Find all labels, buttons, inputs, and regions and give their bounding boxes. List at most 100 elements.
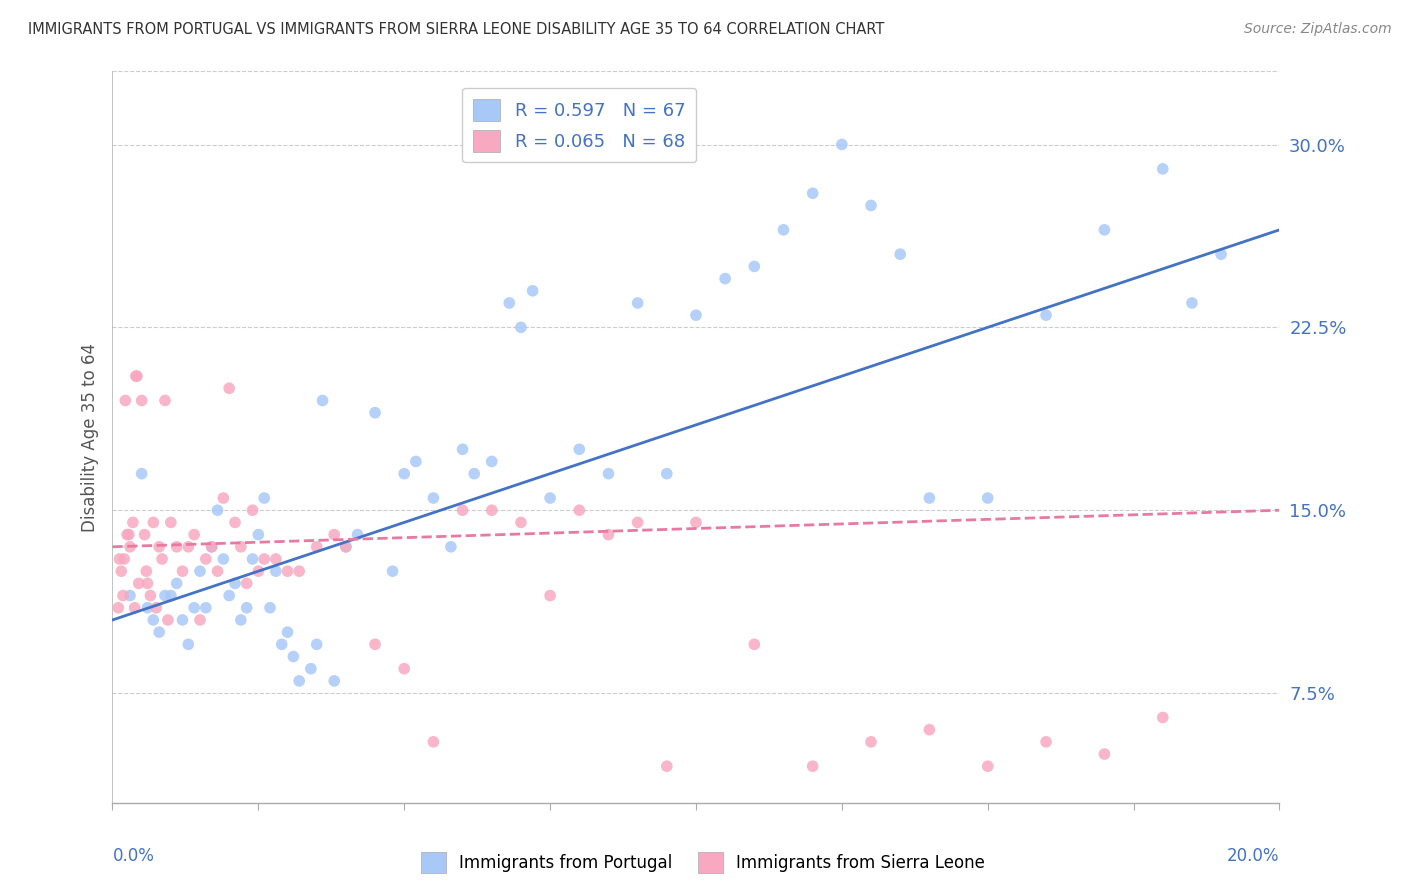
Point — [212, 491, 235, 505]
Point — [242, 503, 264, 517]
Point — [1211, 247, 1233, 261]
Point — [801, 759, 824, 773]
Point — [166, 576, 188, 591]
Point — [153, 589, 176, 603]
Point — [323, 673, 346, 688]
Point — [136, 600, 159, 615]
Point — [481, 454, 503, 468]
Point — [598, 467, 620, 481]
Point — [522, 284, 544, 298]
Point — [118, 540, 141, 554]
Point — [305, 540, 328, 554]
Point — [194, 552, 217, 566]
Point — [156, 613, 179, 627]
Point — [481, 503, 503, 517]
Point — [107, 600, 129, 615]
Point — [509, 516, 531, 530]
Point — [976, 491, 998, 505]
Legend: R = 0.597   N = 67, R = 0.065   N = 68: R = 0.597 N = 67, R = 0.065 N = 68 — [463, 87, 696, 162]
Point — [323, 527, 346, 541]
Point — [114, 393, 136, 408]
Point — [177, 637, 200, 651]
Point — [440, 540, 463, 554]
Point — [568, 442, 591, 457]
Point — [242, 552, 264, 566]
Point — [125, 369, 148, 384]
Point — [744, 260, 766, 274]
Point — [142, 613, 165, 627]
Point — [744, 637, 766, 651]
Point — [115, 527, 138, 541]
Point — [405, 454, 427, 468]
Point — [538, 491, 561, 505]
Point — [305, 637, 328, 651]
Point — [655, 759, 678, 773]
Point — [264, 564, 287, 578]
Point — [112, 552, 135, 566]
Point — [277, 625, 299, 640]
Point — [172, 564, 194, 578]
Point — [128, 576, 150, 591]
Point — [270, 637, 292, 651]
Point — [918, 491, 941, 505]
Point — [247, 527, 270, 541]
Point — [224, 576, 246, 591]
Point — [135, 564, 157, 578]
Point — [229, 613, 252, 627]
Point — [598, 527, 620, 541]
Point — [831, 137, 853, 152]
Point — [860, 198, 883, 212]
Point — [118, 527, 141, 541]
Point — [451, 503, 474, 517]
Point — [1094, 223, 1116, 237]
Point — [118, 589, 141, 603]
Point — [201, 540, 224, 554]
Point — [364, 406, 387, 420]
Point — [685, 308, 707, 322]
Point — [311, 393, 333, 408]
Point — [207, 564, 229, 578]
Point — [212, 552, 235, 566]
Point — [1152, 710, 1174, 724]
Point — [1094, 747, 1116, 761]
Point — [235, 600, 257, 615]
Point — [247, 564, 270, 578]
Point — [277, 564, 299, 578]
Point — [568, 503, 591, 517]
Point — [463, 467, 485, 481]
Point — [364, 637, 387, 651]
Point — [422, 491, 444, 505]
Point — [148, 625, 170, 640]
Point — [860, 735, 883, 749]
Point — [451, 442, 474, 457]
Point — [201, 540, 224, 554]
Point — [183, 600, 205, 615]
Legend: Immigrants from Portugal, Immigrants from Sierra Leone: Immigrants from Portugal, Immigrants fro… — [415, 846, 991, 880]
Point — [122, 516, 145, 530]
Point — [131, 467, 153, 481]
Point — [422, 735, 444, 749]
Point — [224, 516, 246, 530]
Point — [111, 589, 134, 603]
Point — [253, 491, 276, 505]
Point — [134, 527, 156, 541]
Point — [627, 516, 650, 530]
Point — [1152, 161, 1174, 176]
Point — [259, 600, 281, 615]
Point — [166, 540, 188, 554]
Text: 20.0%: 20.0% — [1227, 847, 1279, 864]
Text: 0.0%: 0.0% — [112, 847, 155, 864]
Point — [139, 589, 162, 603]
Point — [772, 223, 794, 237]
Point — [288, 564, 311, 578]
Y-axis label: Disability Age 35 to 64: Disability Age 35 to 64 — [80, 343, 98, 532]
Point — [394, 662, 416, 676]
Point — [229, 540, 252, 554]
Point — [142, 516, 165, 530]
Point — [714, 271, 737, 285]
Point — [131, 393, 153, 408]
Point — [685, 516, 707, 530]
Point — [346, 527, 368, 541]
Point — [288, 673, 311, 688]
Point — [655, 467, 678, 481]
